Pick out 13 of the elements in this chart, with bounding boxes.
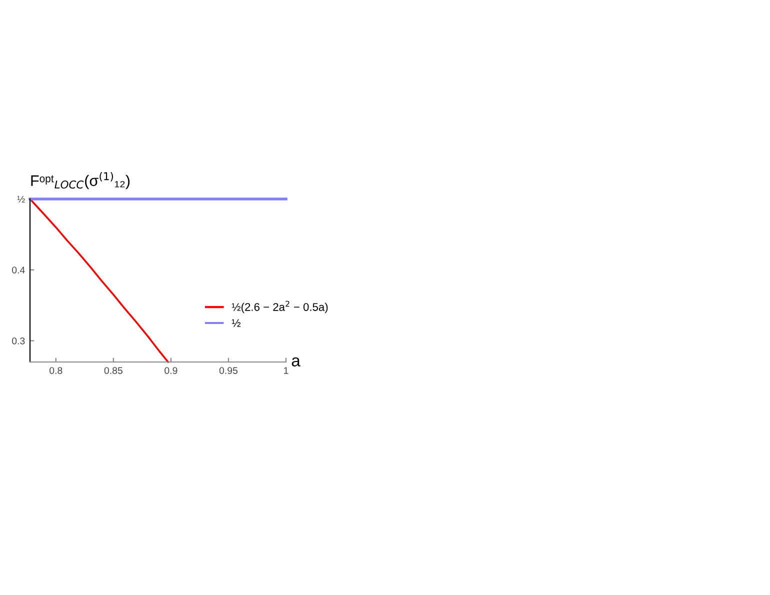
y-axis-title: Fᵒᵖᵗ$_{LOCC}$(σ$^{(1)}$₁₂)	[31, 172, 130, 190]
y-tick-label: 0.3	[12, 337, 25, 344]
y-tick-label: 0.4	[12, 266, 25, 274]
x-tick-label: 1	[284, 367, 288, 374]
y-tick-label: ½	[17, 196, 25, 203]
x-axis-title: a	[292, 357, 300, 366]
x-tick-label: 0.95	[219, 367, 238, 374]
x-tick-label: 0.8	[50, 367, 62, 374]
legend-label: ½	[232, 319, 241, 327]
x-tick-label: 0.9	[164, 367, 178, 374]
x-tick-label: 0.85	[104, 367, 122, 374]
line-series	[29, 198, 169, 363]
legend-label: ½(2.6 − 2a$^{2}$ − 0.5a)	[232, 300, 328, 314]
